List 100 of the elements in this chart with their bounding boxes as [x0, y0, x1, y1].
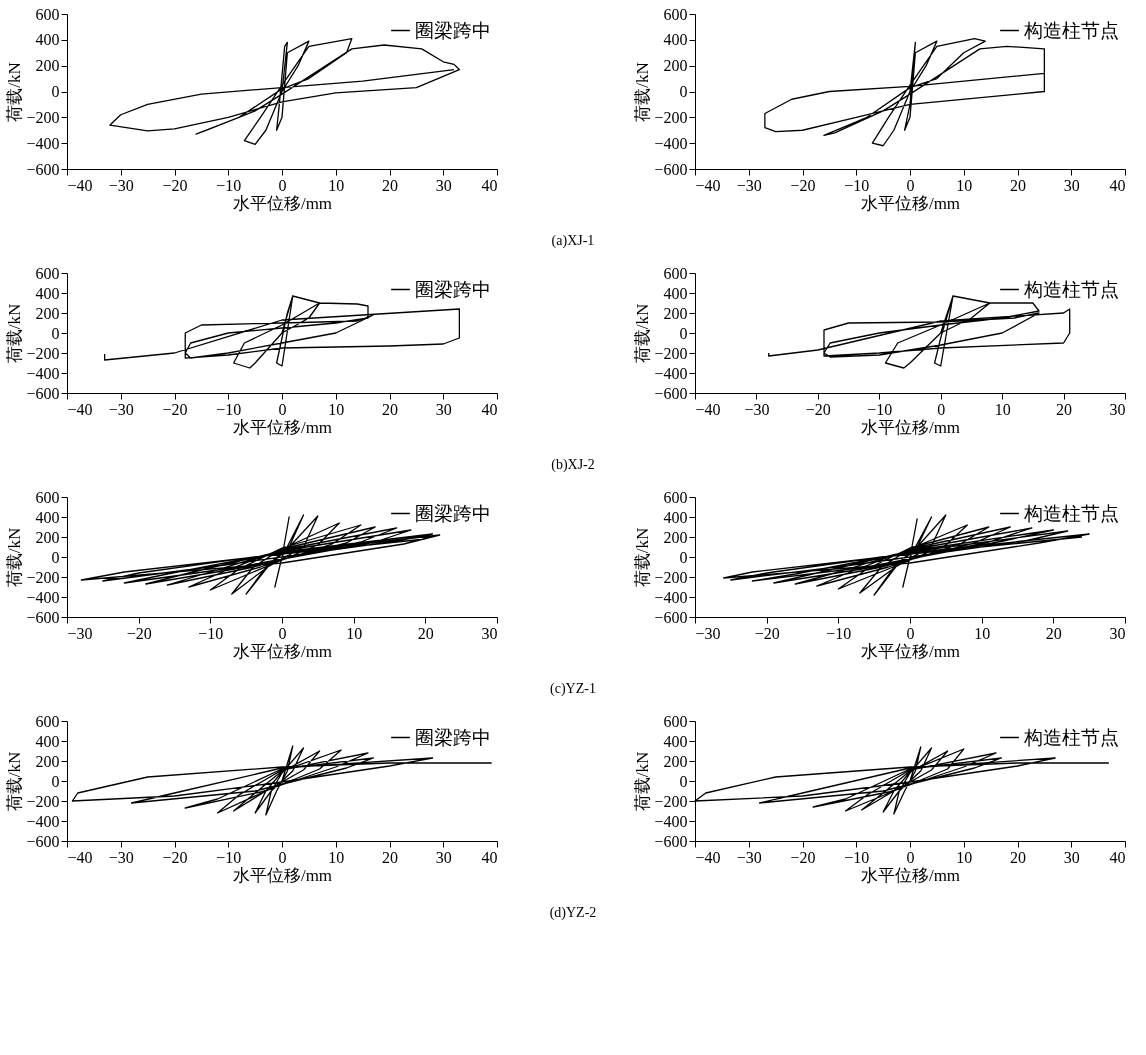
y-axis-title: 荷载/kN [5, 62, 25, 122]
x-tick-label: 10 [328, 400, 345, 418]
x-tick-label: 10 [328, 176, 345, 194]
x-tick-label: 40 [481, 176, 498, 194]
x-tick-label: 40 [1109, 176, 1126, 194]
x-tick-label: −10 [826, 624, 852, 642]
y-tick-label: 400 [35, 31, 60, 49]
x-tick-label: 20 [382, 176, 398, 194]
x-tick-label: −40 [67, 176, 93, 194]
y-tick-label: 400 [663, 284, 688, 302]
y-tick-label: 0 [51, 83, 60, 100]
x-axis-title: 水平位移/mm [860, 641, 961, 661]
x-tick-label: −30 [736, 848, 762, 866]
x-tick-label: −30 [108, 400, 134, 418]
y-tick-label: −200 [654, 792, 688, 810]
legend-label: 构造柱节点 [1023, 726, 1119, 748]
x-tick-label: −40 [695, 176, 721, 194]
x-tick-label: −40 [67, 848, 93, 866]
x-tick-label: 30 [435, 176, 452, 194]
y-tick-label: 200 [663, 752, 688, 770]
x-tick-label: −10 [198, 624, 224, 642]
y-tick-label: 0 [679, 772, 688, 790]
x-tick-label: −20 [162, 400, 188, 418]
x-tick-label: −30 [744, 400, 770, 418]
y-tick-label: 400 [663, 732, 688, 750]
x-tick-label: 40 [481, 400, 498, 418]
legend-label: 圈梁跨中 [415, 278, 491, 300]
x-tick-label: −20 [790, 848, 816, 866]
x-tick-label: 40 [1109, 848, 1126, 866]
x-tick-label: 0 [278, 624, 287, 642]
x-tick-label: 20 [382, 400, 398, 418]
x-axis-title: 水平位移/mm [860, 865, 961, 885]
y-tick-label: −600 [654, 608, 688, 626]
y-tick-label: −400 [26, 812, 60, 830]
x-tick-label: 30 [435, 400, 452, 418]
x-tick-label: 30 [1109, 400, 1126, 418]
x-tick-label: 30 [481, 624, 498, 642]
y-tick-label: 0 [679, 548, 688, 566]
x-tick-label: −30 [67, 624, 93, 642]
text: (a)XJ-1 [550, 233, 596, 249]
legend-label: 圈梁跨中 [415, 502, 491, 524]
y-tick-label: −600 [654, 160, 688, 178]
y-tick-label: −200 [654, 568, 688, 586]
x-tick-label: 20 [1045, 624, 1062, 642]
x-tick-label: 10 [328, 848, 345, 866]
x-tick-label: 0 [906, 176, 915, 194]
x-tick-label: −10 [216, 176, 242, 194]
y-axis-title: 荷载/kN [5, 527, 25, 588]
y-tick-label: 200 [35, 304, 60, 322]
y-tick-label: −600 [26, 384, 60, 402]
x-tick-label: −10 [216, 848, 242, 866]
y-tick-label: 400 [663, 508, 688, 526]
x-tick-label: 10 [346, 624, 363, 642]
y-tick-label: 600 [35, 264, 60, 282]
y-tick-label: −200 [26, 344, 60, 362]
y-tick-label: 600 [35, 712, 60, 730]
x-tick-label: −40 [695, 400, 721, 418]
x-tick-label: −20 [126, 624, 152, 642]
x-axis-title: 水平位移/mm [860, 193, 961, 213]
x-axis-title: 水平位移/mm [232, 417, 333, 437]
y-tick-label: −200 [26, 568, 60, 586]
y-tick-label: −400 [26, 134, 60, 152]
x-tick-label: 0 [278, 176, 287, 194]
y-tick-label: 600 [663, 712, 688, 730]
x-tick-label: −30 [736, 176, 762, 194]
x-tick-label: −10 [844, 848, 870, 866]
x-tick-label: 30 [1063, 848, 1080, 866]
x-tick-label: 30 [1109, 624, 1126, 642]
y-tick-label: −600 [654, 832, 688, 850]
x-tick-label: −30 [695, 624, 721, 642]
x-tick-label: −20 [162, 176, 188, 194]
x-tick-label: 40 [481, 848, 498, 866]
x-tick-label: 0 [937, 400, 946, 418]
y-tick-label: −200 [26, 108, 60, 126]
x-tick-label: 0 [906, 624, 915, 642]
x-tick-label: 0 [278, 400, 287, 418]
y-axis-title: 荷载/kN [633, 751, 653, 812]
x-tick-label: −30 [108, 848, 134, 866]
legend-label: 构造柱节点 [1023, 278, 1119, 300]
x-tick-label: −20 [790, 176, 816, 194]
x-tick-label: 10 [956, 176, 973, 194]
y-tick-label: −600 [26, 160, 60, 178]
x-tick-label: −20 [754, 624, 780, 642]
y-tick-label: 200 [35, 57, 60, 75]
legend-label: 构造柱节点 [1023, 502, 1119, 524]
y-axis-title: 荷载/kN [633, 527, 653, 588]
x-tick-label: −30 [108, 176, 134, 194]
x-tick-label: 20 [1056, 400, 1073, 418]
y-tick-label: 0 [679, 324, 688, 342]
y-tick-label: 600 [663, 488, 688, 506]
y-tick-label: 0 [679, 83, 688, 100]
x-tick-label: −40 [67, 400, 93, 418]
y-tick-label: −400 [654, 134, 688, 152]
text: (c)YZ-1 [549, 681, 597, 697]
y-tick-label: 600 [663, 264, 688, 282]
x-axis-title: 水平位移/mm [232, 193, 333, 213]
y-tick-label: 200 [663, 528, 688, 546]
y-tick-label: 400 [35, 732, 60, 750]
y-axis-title: 荷载/kN [633, 303, 653, 364]
y-tick-label: −200 [654, 108, 688, 126]
